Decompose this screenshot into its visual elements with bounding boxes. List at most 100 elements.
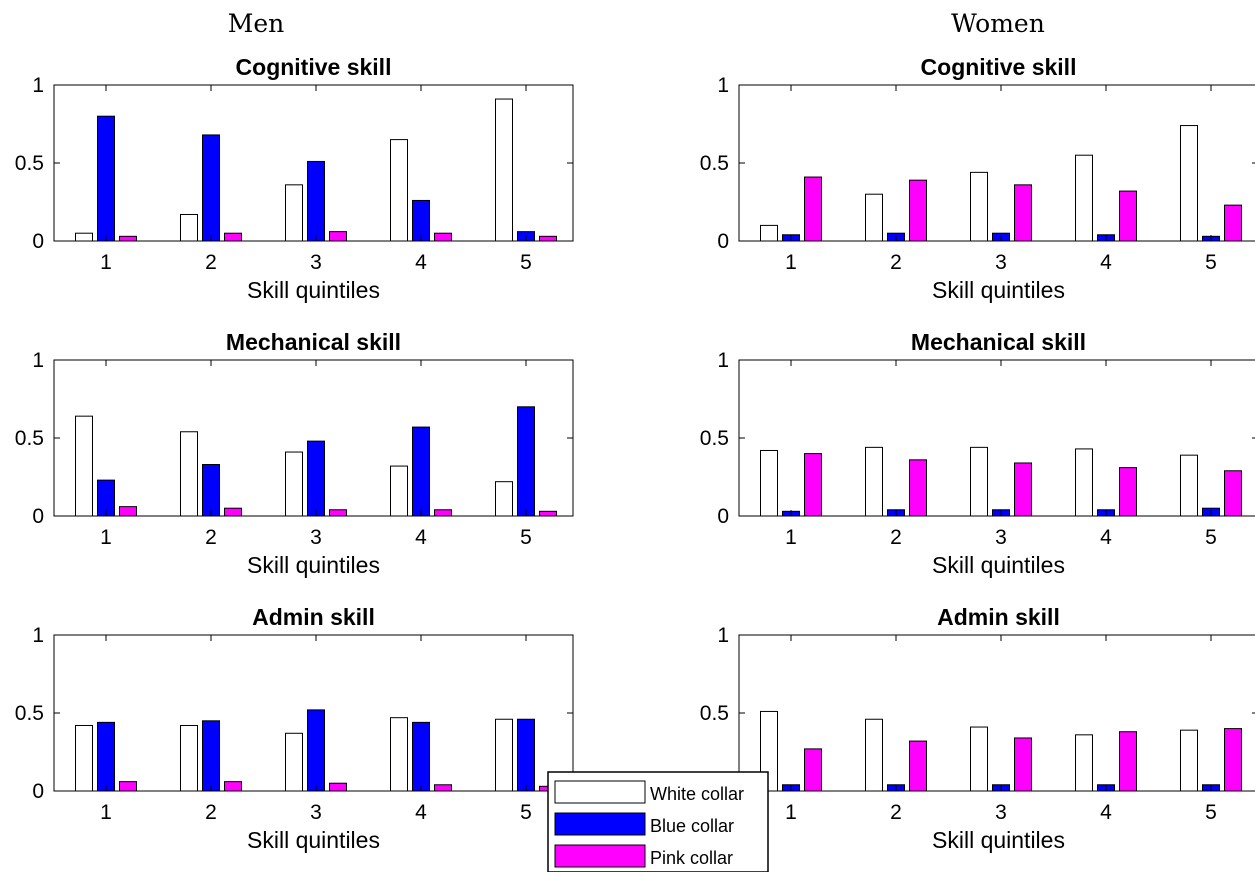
bar-white-collar-q2	[180, 431, 198, 517]
x-tick-label: 2	[890, 801, 902, 824]
x-axis-label: Skill quintiles	[932, 552, 1065, 578]
bar-pink-collar-q4	[434, 232, 452, 242]
bar-blue-collar-q5	[517, 718, 535, 792]
bar-white-collar-q2	[865, 718, 883, 792]
bar-pink-collar-q5	[1224, 470, 1242, 517]
y-tick-label: 0.5	[700, 152, 729, 175]
bar-pink-collar-q3	[1014, 737, 1032, 792]
x-tick-label: 1	[100, 526, 112, 549]
y-tick-label: 1	[32, 349, 44, 372]
x-tick-label: 5	[1205, 801, 1217, 824]
bar-pink-collar-q2	[224, 781, 242, 792]
x-axis-label: Skill quintiles	[932, 277, 1065, 303]
chart-women-mechanical-skill: Mechanical skill 0 0.5 1 1 2 3 4 5 Skill quintile…	[700, 329, 1255, 578]
y-tick-label: 0	[717, 505, 729, 528]
y-tick-label: 1	[32, 624, 44, 647]
x-tick-label: 3	[995, 251, 1007, 274]
y-tick-label: 1	[717, 74, 729, 97]
bar-pink-collar-q1	[804, 453, 822, 517]
bar-pink-collar-q4	[1119, 190, 1137, 242]
bar-pink-collar-q4	[1119, 467, 1137, 517]
x-tick-label: 2	[890, 251, 902, 274]
bar-pink-collar-q1	[119, 235, 137, 242]
bar-pink-collar-q1	[804, 176, 822, 242]
y-tick-label: 0.5	[700, 427, 729, 450]
y-tick-label: 1	[717, 349, 729, 372]
x-tick-label: 4	[415, 801, 427, 824]
bar-blue-collar-q3	[307, 709, 325, 792]
bar-white-collar-q3	[970, 726, 988, 792]
bar-pink-collar-q2	[224, 507, 242, 517]
bar-white-collar-q1	[760, 224, 778, 242]
x-tick-label: 3	[995, 801, 1007, 824]
x-tick-label: 4	[1100, 526, 1112, 549]
bar-white-collar-q2	[865, 446, 883, 517]
bar-pink-collar-q4	[434, 509, 452, 517]
x-tick-label: 5	[520, 251, 532, 274]
x-tick-label: 2	[890, 526, 902, 549]
chart-men-cognitive-skill: Cognitive skill 0 0.5 1 1 2 3 4 5 Skill quintiles	[15, 54, 574, 303]
bar-white-collar-q2	[180, 213, 198, 242]
bar-pink-collar-q5	[539, 510, 557, 517]
bar-white-collar-q5	[495, 481, 513, 517]
bar-pink-collar-q5	[1224, 204, 1242, 242]
bar-pink-collar-q3	[329, 231, 347, 242]
bar-white-collar-q2	[180, 724, 198, 792]
bar-pink-collar-q1	[119, 506, 137, 517]
legend-swatch-white-collar	[554, 780, 646, 804]
bar-pink-collar-q2	[909, 740, 927, 792]
bar-white-collar-q4	[390, 717, 408, 792]
legend-label-white-collar: White collar	[650, 784, 744, 804]
x-tick-label: 1	[785, 251, 797, 274]
bar-blue-collar-q3	[307, 160, 325, 242]
bar-blue-collar-q1	[97, 115, 115, 242]
chart-title: Cognitive skill	[236, 54, 392, 80]
bar-white-collar-q5	[495, 718, 513, 792]
bar-white-collar-q1	[75, 415, 93, 517]
legend-swatch-blue-collar	[554, 812, 646, 836]
bar-white-collar-q4	[390, 139, 408, 242]
bar-white-collar-q5	[1180, 125, 1198, 242]
x-tick-label: 4	[1100, 251, 1112, 274]
x-tick-label: 5	[1205, 526, 1217, 549]
x-tick-label: 2	[205, 801, 217, 824]
x-tick-label: 3	[310, 801, 322, 824]
y-tick-label: 0	[717, 230, 729, 253]
bar-pink-collar-q3	[329, 509, 347, 517]
bar-white-collar-q4	[390, 465, 408, 517]
x-tick-label: 1	[100, 251, 112, 274]
column-title-women: Women	[951, 9, 1045, 38]
bar-white-collar-q2	[865, 193, 883, 242]
chart-women-cognitive-skill: Cognitive skill 0 0.5 1 1 2 3 4 5 Skill quintiles	[700, 54, 1255, 303]
bar-white-collar-q1	[75, 232, 93, 242]
chart-title: Cognitive skill	[921, 54, 1077, 80]
bar-white-collar-q1	[75, 724, 93, 792]
bar-blue-collar-q5	[517, 406, 535, 517]
y-tick-label: 0	[32, 780, 44, 803]
bar-blue-collar-q4	[412, 721, 430, 792]
bar-pink-collar-q2	[909, 179, 927, 242]
x-axis-label: Skill quintiles	[247, 827, 380, 853]
bar-pink-collar-q2	[224, 232, 242, 242]
x-tick-label: 5	[520, 526, 532, 549]
bar-white-collar-q5	[495, 98, 513, 242]
x-axis-label: Skill quintiles	[247, 277, 380, 303]
y-tick-label: 0.5	[15, 152, 44, 175]
bar-blue-collar-q2	[202, 464, 220, 517]
bar-white-collar-q1	[760, 449, 778, 517]
x-tick-label: 5	[520, 801, 532, 824]
bar-white-collar-q3	[970, 171, 988, 242]
bar-white-collar-q5	[1180, 454, 1198, 517]
bar-white-collar-q5	[1180, 729, 1198, 792]
chart-title: Mechanical skill	[226, 329, 401, 355]
bar-blue-collar-q4	[412, 199, 430, 242]
chart-title: Admin skill	[937, 604, 1060, 630]
legend: White collar Blue collar Pink collar	[547, 771, 769, 872]
subplots: Cognitive skill 0 0.5 1 1 2 3 4 5 Skill quintiles…	[15, 54, 1255, 853]
bar-white-collar-q3	[285, 732, 303, 792]
bar-blue-collar-q4	[412, 426, 430, 517]
y-tick-label: 1	[32, 74, 44, 97]
x-tick-label: 1	[100, 801, 112, 824]
x-tick-label: 3	[995, 526, 1007, 549]
